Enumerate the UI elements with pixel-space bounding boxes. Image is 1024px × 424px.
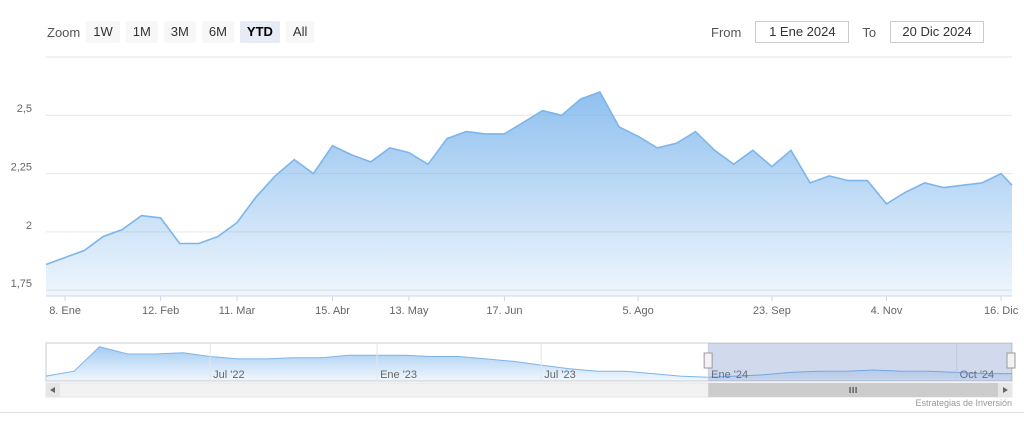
from-input[interactable]: 1 Ene 2024 bbox=[755, 21, 850, 43]
arrow bbox=[1003, 387, 1008, 393]
x-tick-label: 17. Jun bbox=[486, 305, 522, 317]
separator bbox=[0, 412, 1024, 413]
navigator-mask bbox=[708, 343, 1012, 381]
x-tick-label: 16. Dic bbox=[984, 305, 1019, 317]
date-range: From 1 Ene 2024 To 20 Dic 2024 bbox=[711, 21, 985, 43]
zoom-button[interactable]: 6M bbox=[201, 21, 234, 43]
x-tick-label: 12. Feb bbox=[142, 305, 179, 317]
x-tick-label: 8. Ene bbox=[49, 305, 81, 317]
zoom-button[interactable]: 1W bbox=[86, 21, 120, 43]
series-line bbox=[45, 346, 1012, 378]
y-tick-label: 2,25 bbox=[11, 161, 32, 173]
zoom-button[interactable]: 1M bbox=[125, 21, 158, 43]
nav-tick-label: Jul '22 bbox=[213, 369, 244, 381]
navigator-handle[interactable] bbox=[1006, 352, 1016, 369]
range-selector: Zoom 1W 1M 3M 6M YTD All bbox=[47, 21, 320, 43]
x-tick-label: 15. Abr bbox=[315, 305, 350, 317]
to-input[interactable]: 20 Dic 2024 bbox=[890, 21, 985, 43]
zoom-button[interactable]: All bbox=[285, 21, 315, 43]
from-label: From bbox=[711, 24, 742, 40]
credits: Estrategias de Inversión bbox=[915, 398, 1012, 408]
area-fill bbox=[46, 92, 1012, 296]
x-tick-label: 4. Nov bbox=[871, 305, 903, 317]
zoom-label: Zoom bbox=[47, 24, 81, 40]
series-line bbox=[45, 91, 1013, 266]
zoom-button[interactable]: YTD bbox=[239, 21, 280, 43]
y-tick-label: 2 bbox=[26, 220, 32, 232]
y-tick-label: 1,75 bbox=[11, 278, 32, 290]
x-tick-label: 13. May bbox=[389, 305, 429, 317]
arrow bbox=[50, 387, 55, 393]
y-tick-label: 2,5 bbox=[17, 103, 32, 115]
nav-tick-label: Ene '24 bbox=[711, 369, 748, 381]
x-tick-label: 11. Mar bbox=[219, 305, 256, 317]
zoom-button[interactable]: 3M bbox=[163, 21, 196, 43]
x-tick-label: 23. Sep bbox=[753, 305, 791, 317]
nav-tick-label: Jul '23 bbox=[544, 369, 575, 381]
nav-tick-label: Ene '23 bbox=[380, 369, 417, 381]
to-label: To bbox=[862, 24, 877, 40]
nav-tick-label: Oct '24 bbox=[960, 369, 995, 381]
thumb-grip bbox=[849, 387, 857, 393]
x-tick-label: 5. Ago bbox=[623, 305, 654, 317]
navigator-handle[interactable] bbox=[703, 352, 713, 369]
